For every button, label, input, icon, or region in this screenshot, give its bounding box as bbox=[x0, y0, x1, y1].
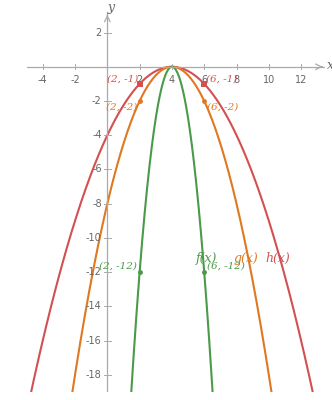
Text: -10: -10 bbox=[86, 233, 102, 243]
Text: -14: -14 bbox=[86, 302, 102, 312]
Text: -12: -12 bbox=[86, 267, 102, 277]
Text: -2: -2 bbox=[92, 96, 102, 106]
Text: 2: 2 bbox=[136, 75, 143, 85]
Text: g(x): g(x) bbox=[233, 252, 258, 265]
Text: 6: 6 bbox=[201, 75, 207, 85]
Text: 2: 2 bbox=[95, 28, 102, 38]
Text: (6, -2): (6, -2) bbox=[207, 103, 238, 112]
Text: -6: -6 bbox=[92, 164, 102, 174]
Text: (6, -1): (6, -1) bbox=[206, 75, 237, 84]
Text: 12: 12 bbox=[295, 75, 307, 85]
Text: -4: -4 bbox=[92, 130, 102, 140]
Text: -16: -16 bbox=[86, 336, 102, 346]
Text: h(x): h(x) bbox=[266, 252, 290, 265]
Text: -8: -8 bbox=[92, 199, 102, 209]
Text: (2, -2): (2, -2) bbox=[106, 103, 137, 112]
Text: x: x bbox=[327, 60, 332, 72]
Text: (6, -12): (6, -12) bbox=[207, 262, 245, 270]
Text: 10: 10 bbox=[263, 75, 275, 85]
Text: 4: 4 bbox=[169, 75, 175, 85]
Text: y: y bbox=[108, 1, 115, 14]
Text: 8: 8 bbox=[233, 75, 240, 85]
Text: (2, -12): (2, -12) bbox=[99, 262, 137, 270]
Text: -2: -2 bbox=[70, 75, 80, 85]
Text: f(x): f(x) bbox=[196, 252, 217, 265]
Text: -18: -18 bbox=[86, 370, 102, 380]
Text: -4: -4 bbox=[38, 75, 47, 85]
Text: (2, -1): (2, -1) bbox=[107, 75, 138, 84]
